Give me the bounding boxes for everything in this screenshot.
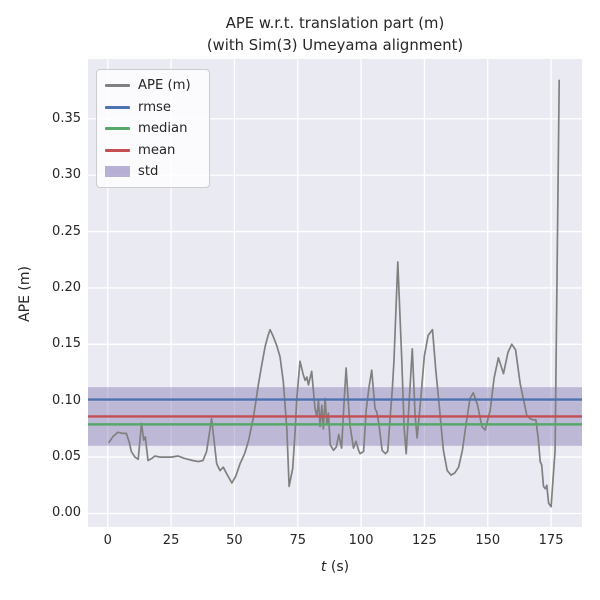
ytick-label: 0.30 bbox=[52, 167, 81, 183]
xtick-label: 175 bbox=[538, 533, 564, 548]
xtick-label: 25 bbox=[162, 533, 180, 548]
legend: APE (m) rmse median mean std bbox=[96, 69, 210, 188]
legend-item-ape: APE (m) bbox=[105, 75, 201, 97]
ytick-label: 0.00 bbox=[52, 505, 81, 521]
title-line-1: APE w.r.t. translation part (m) bbox=[225, 15, 445, 32]
ytick-label: 0.35 bbox=[52, 110, 81, 126]
x-axis-label: t (s) bbox=[88, 559, 582, 575]
x-axis-label-unit: (s) bbox=[326, 559, 350, 575]
xtick-label: 150 bbox=[475, 533, 501, 548]
ytick-label: 0.05 bbox=[52, 449, 81, 465]
x-axis-label-var: t bbox=[320, 559, 327, 575]
xtick-label: 100 bbox=[348, 533, 374, 548]
ytick-label: 0.20 bbox=[52, 279, 81, 295]
ape-line-swatch bbox=[105, 84, 130, 88]
legend-item-median: median bbox=[105, 118, 201, 140]
rmse-line-swatch bbox=[105, 105, 130, 109]
plot-canvas bbox=[88, 59, 582, 527]
legend-item-std: std bbox=[105, 161, 201, 183]
chart-title: APE w.r.t. translation part (m) (with Si… bbox=[88, 13, 582, 57]
title-line-2: (with Sim(3) Umeyama alignment) bbox=[206, 37, 464, 54]
mean-line-swatch bbox=[105, 148, 130, 152]
legend-label-median: median bbox=[138, 121, 188, 137]
median-line-swatch bbox=[105, 127, 130, 131]
legend-label-mean: mean bbox=[138, 142, 176, 158]
legend-label-ape: APE (m) bbox=[138, 78, 191, 94]
std-patch-swatch bbox=[105, 166, 130, 178]
legend-item-mean: mean bbox=[105, 140, 201, 162]
xtick-label: 75 bbox=[289, 533, 307, 548]
ytick-label: 0.15 bbox=[52, 336, 81, 352]
legend-label-rmse: rmse bbox=[138, 99, 172, 115]
ytick-label: 0.10 bbox=[52, 392, 81, 408]
xtick-label: 0 bbox=[103, 533, 112, 548]
ytick-label: 0.25 bbox=[52, 223, 81, 239]
xtick-label: 50 bbox=[226, 533, 243, 548]
plot-area: APE (m) rmse median mean std bbox=[88, 59, 582, 527]
legend-item-rmse: rmse bbox=[105, 97, 201, 119]
ape-series-line bbox=[108, 79, 561, 508]
legend-label-std: std bbox=[138, 164, 159, 180]
xtick-label: 125 bbox=[412, 533, 437, 548]
